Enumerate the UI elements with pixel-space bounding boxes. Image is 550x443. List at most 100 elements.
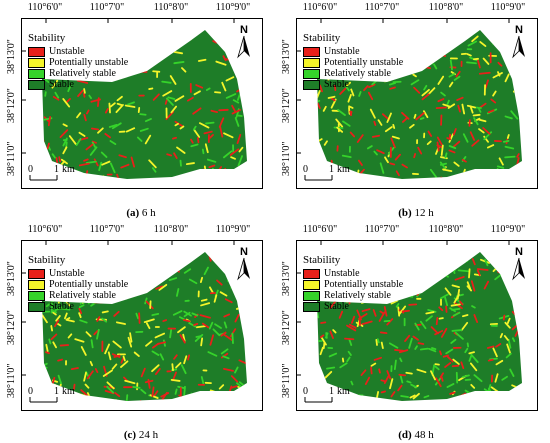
longitude-tick-label: 110°6'0" — [27, 224, 63, 235]
longitude-tick-label: 110°9'0" — [215, 2, 251, 13]
stability-map — [42, 252, 247, 401]
longitude-tick-label: 110°8'0" — [428, 2, 464, 13]
legend-title: Stability — [28, 254, 66, 266]
panel-label: 24 h — [136, 429, 159, 441]
legend-item: Unstable — [28, 46, 128, 57]
scale-bar: 0 1 km — [303, 164, 350, 181]
latitude-tick-label: 38°11'0" — [6, 363, 17, 398]
latitude-tick-label: 38°13'0" — [6, 39, 17, 74]
map-frame: Stability Unstable Potentially unstable Rel… — [296, 240, 538, 411]
legend-item: Relatively stable — [303, 68, 403, 79]
latitude-tick-label: 38°13'0" — [281, 261, 292, 296]
latitude-tick-label: 38°11'0" — [281, 363, 292, 398]
legend-label: Unstable — [324, 267, 360, 279]
legend-label: Potentially unstable — [324, 278, 404, 290]
panel-letter: (c) — [123, 429, 137, 441]
legend-label: Potentially unstable — [49, 278, 129, 290]
scale-bar: 0 1 km — [28, 386, 75, 403]
north-arrow-icon: N — [512, 24, 525, 59]
north-label: N — [240, 24, 248, 36]
legend-swatch — [28, 79, 45, 90]
legend-item: Unstable — [303, 268, 403, 279]
latitude-tick-label: 38°11'0" — [281, 141, 292, 176]
longitude-tick-label: 110°8'0" — [153, 2, 189, 13]
legend-swatch — [28, 57, 45, 68]
scale-zero: 0 — [28, 386, 33, 397]
scale-bar: 0 1 km — [303, 386, 350, 403]
legend-swatch — [303, 290, 320, 301]
north-label: N — [515, 246, 523, 258]
frame-ticks — [297, 241, 510, 376]
legend-title: Stability — [28, 32, 66, 44]
legend-label: Stable — [324, 78, 349, 90]
map-frame: Stability Unstable Potentially unstable Rel… — [21, 240, 263, 411]
scale-one: 1 — [54, 386, 59, 397]
latitude-tick-label: 38°12'0" — [281, 88, 292, 123]
legend-swatch — [303, 46, 320, 57]
legend-swatch — [303, 79, 320, 90]
legend-label: Relatively stable — [324, 67, 391, 79]
legend-item: Potentially unstable — [28, 57, 128, 68]
legend-swatch — [28, 268, 45, 279]
legend-item: Stable — [28, 301, 128, 312]
legend-label: Unstable — [49, 45, 85, 57]
legend-item: Unstable — [303, 46, 403, 57]
longitude-tick-label: 110°8'0" — [153, 224, 189, 235]
map-panel: 110°6'0" 110°7'0" 110°8'0" 110°9'0" 38°13'0"… — [0, 0, 275, 221]
legend-swatch — [303, 279, 320, 290]
longitude-tick-label: 110°8'0" — [428, 224, 464, 235]
legend-label: Relatively stable — [324, 289, 391, 301]
scale-zero: 0 — [303, 386, 308, 397]
longitude-tick-label: 110°7'0" — [364, 2, 400, 13]
panel-caption: (a) 6 h — [126, 207, 155, 219]
legend-label: Potentially unstable — [324, 56, 404, 68]
legend-label: Stable — [49, 78, 74, 90]
panel-caption: (c) 24 h — [124, 429, 158, 441]
north-arrow-icon: N — [512, 246, 525, 281]
scale-unit: km — [62, 164, 75, 175]
scale-unit: km — [337, 164, 350, 175]
legend-item: Relatively stable — [28, 68, 128, 79]
legend-item: Stable — [303, 301, 403, 312]
panel-label: 12 h — [411, 207, 434, 219]
scale-unit: km — [337, 386, 350, 397]
legend-label: Relatively stable — [49, 289, 116, 301]
panel-caption: (d) 48 h — [398, 429, 433, 441]
stability-map — [317, 252, 522, 401]
latitude-tick-label: 38°12'0" — [281, 310, 292, 345]
legend-title: Stability — [303, 32, 341, 44]
legend: Stability Unstable Potentially unstable Rel… — [28, 255, 128, 312]
legend-label: Potentially unstable — [49, 56, 129, 68]
legend-item: Potentially unstable — [303, 279, 403, 290]
study-area — [317, 30, 522, 179]
latitude-tick-label: 38°11'0" — [6, 141, 17, 176]
legend-label: Relatively stable — [49, 67, 116, 79]
latitude-tick-label: 38°12'0" — [6, 310, 17, 345]
north-arrow-icon: N — [237, 246, 250, 281]
panel-caption: (b) 12 h — [398, 207, 433, 219]
map-panel: 110°6'0" 110°7'0" 110°8'0" 110°9'0" 38°13'0"… — [0, 222, 275, 443]
longitude-tick-label: 110°9'0" — [215, 224, 251, 235]
frame-ticks — [22, 241, 235, 376]
legend-label: Stable — [324, 300, 349, 312]
panel-letter: (d) — [398, 429, 412, 441]
stability-map — [42, 30, 247, 179]
legend-item: Potentially unstable — [28, 279, 128, 290]
scale-unit: km — [62, 386, 75, 397]
scale-zero: 0 — [303, 164, 308, 175]
scale-zero: 0 — [28, 164, 33, 175]
legend-item: Stable — [28, 79, 128, 90]
legend-swatch — [28, 301, 45, 312]
latitude-tick-label: 38°13'0" — [281, 39, 292, 74]
legend-swatch — [303, 301, 320, 312]
legend-label: Stable — [49, 300, 74, 312]
longitude-tick-label: 110°6'0" — [27, 2, 63, 13]
north-arrow-icon: N — [237, 24, 250, 59]
panel-label: 48 h — [411, 429, 434, 441]
legend-item: Relatively stable — [303, 290, 403, 301]
stability-map — [317, 30, 522, 179]
longitude-tick-label: 110°6'0" — [302, 2, 338, 13]
scale-one: 1 — [329, 386, 334, 397]
legend-item: Relatively stable — [28, 290, 128, 301]
frame-ticks — [297, 19, 510, 154]
